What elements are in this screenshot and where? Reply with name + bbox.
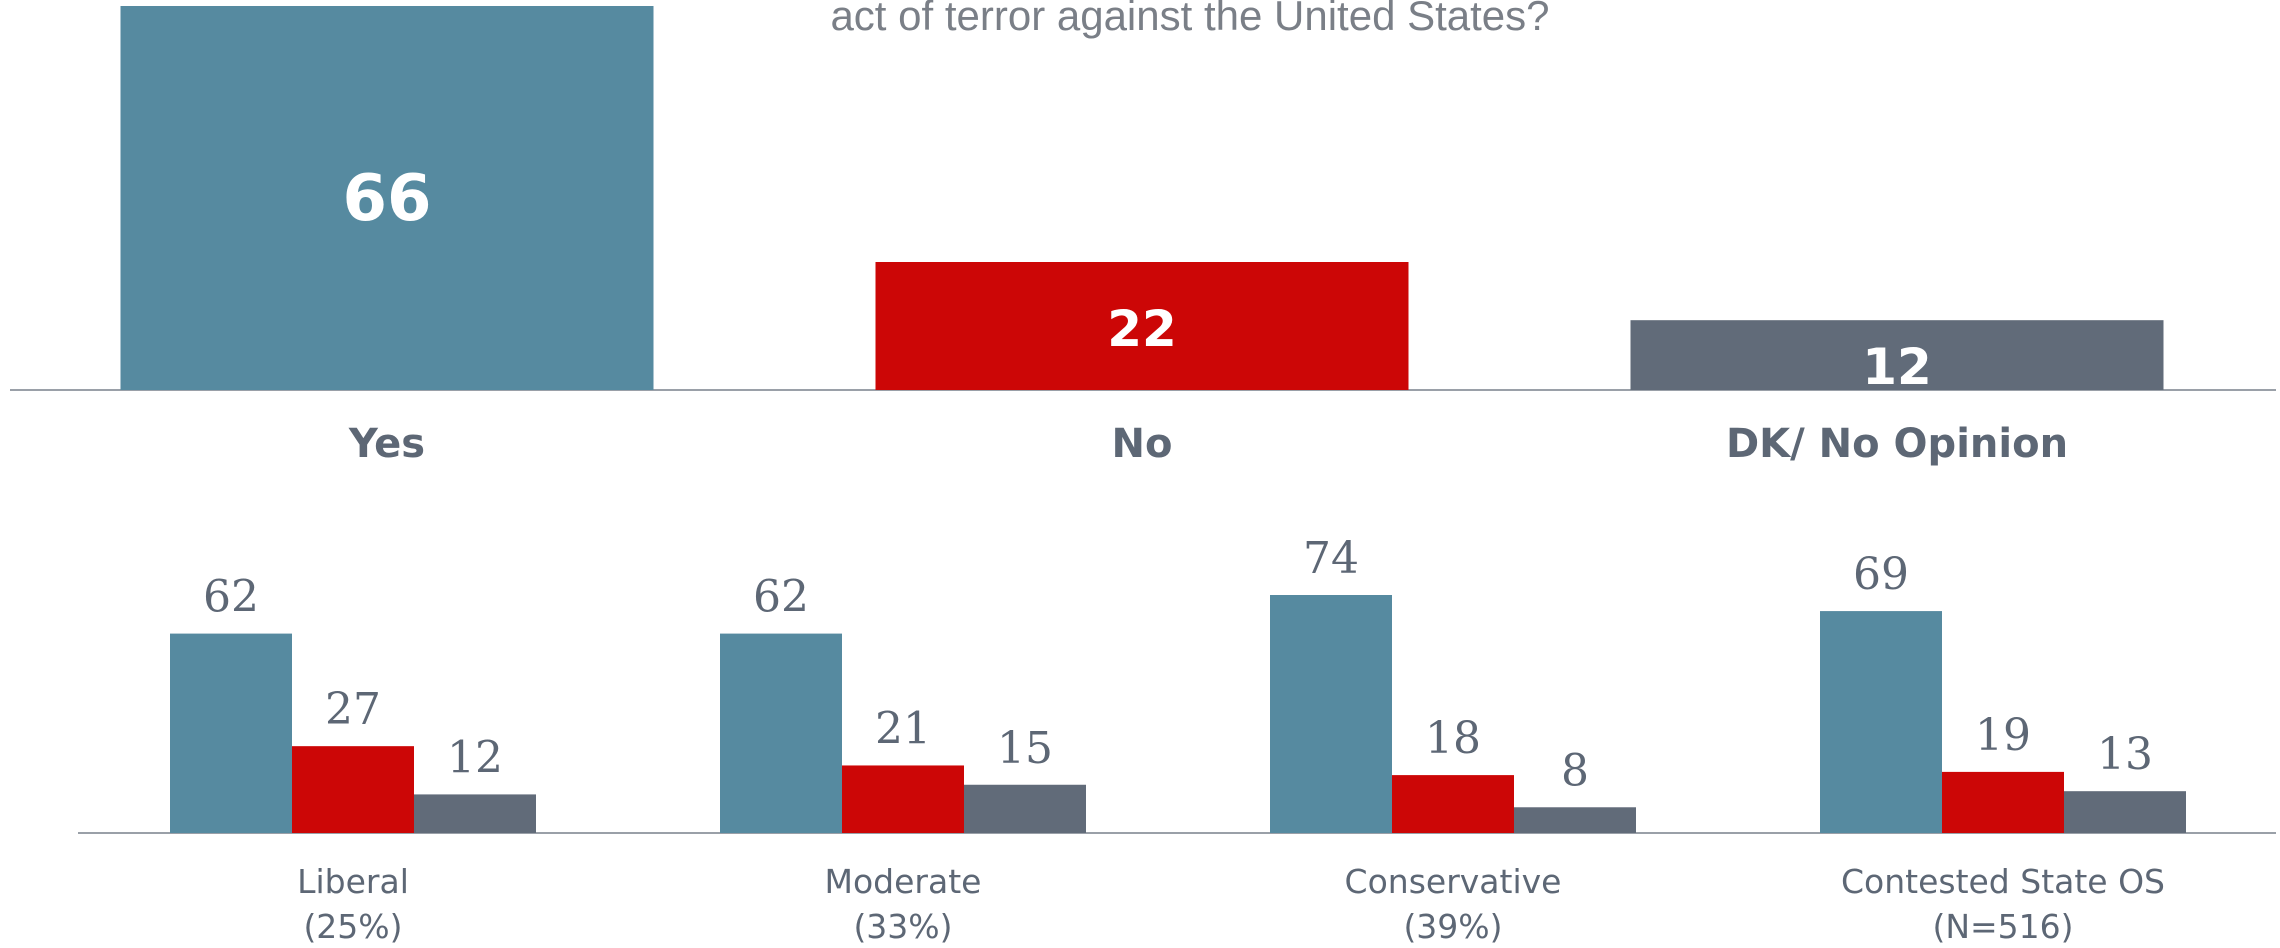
group-bar-contested-state-os-dk [2064, 791, 2186, 833]
group-value-label-conservative-no: 18 [1425, 713, 1481, 764]
overall-category-label-yes: Yes [348, 421, 425, 467]
group-value-label-liberal-no: 27 [325, 684, 381, 735]
group-sublabel-moderate: (33%) [853, 907, 952, 946]
overall-category-label-no: No [1112, 421, 1173, 467]
group-bar-moderate-no [842, 765, 964, 833]
overall-bar-chart: 66 Yes 22 No 12 DK/ No Opinion [10, 6, 2276, 467]
ideology-grouped-bar-chart: 62 27 12 Liberal (25%) 62 21 15 Moderate (33%) 74 1… [78, 533, 2276, 946]
group-value-label-contested-state-os-yes: 69 [1853, 549, 1909, 600]
group-bar-conservative-yes [1270, 595, 1392, 833]
overall-category-label-dk-no-opinion: DK/ No Opinion [1726, 421, 2068, 467]
group-value-label-liberal-yes: 62 [203, 572, 259, 623]
group-value-label-liberal-dk: 12 [447, 732, 503, 783]
group-bar-conservative-no [1392, 775, 1514, 833]
overall-bar-yes [120, 6, 654, 390]
group-bar-conservative-dk [1514, 807, 1636, 833]
group-bar-liberal-yes [170, 633, 292, 833]
group-bar-moderate-yes [720, 633, 842, 833]
overall-bar-dk-no-opinion [1630, 320, 2164, 390]
group-label-contested-state-os: Contested State OS [1841, 862, 2165, 901]
group-value-label-conservative-yes: 74 [1303, 533, 1359, 584]
group-value-label-contested-state-os-no: 19 [1975, 710, 2031, 761]
overall-value-label-yes: 66 [342, 162, 431, 236]
group-value-label-moderate-yes: 62 [753, 572, 809, 623]
group-bar-liberal-dk [414, 794, 536, 833]
overall-value-label-dk-no-opinion: 12 [1862, 338, 1932, 396]
group-label-liberal: Liberal [297, 862, 409, 901]
group-value-label-moderate-no: 21 [875, 703, 931, 754]
group-bar-moderate-dk [964, 784, 1086, 833]
group-label-conservative: Conservative [1345, 862, 1562, 901]
group-value-label-conservative-dk: 8 [1561, 745, 1589, 796]
group-value-label-moderate-dk: 15 [997, 723, 1053, 774]
group-label-moderate: Moderate [825, 862, 982, 901]
question-text: act of terror against the United States? [830, 0, 1549, 39]
overall-bar-no [875, 262, 1409, 390]
group-sublabel-liberal: (25%) [303, 907, 402, 946]
group-bar-contested-state-os-no [1942, 771, 2064, 833]
overall-value-label-no: 22 [1107, 300, 1177, 358]
group-sublabel-conservative: (39%) [1403, 907, 1502, 946]
group-sublabel-contested-state-os: (N=516) [1932, 907, 2073, 946]
group-bar-liberal-no [292, 746, 414, 833]
group-bar-contested-state-os-yes [1820, 611, 1942, 833]
group-value-label-contested-state-os-dk: 13 [2097, 729, 2153, 780]
